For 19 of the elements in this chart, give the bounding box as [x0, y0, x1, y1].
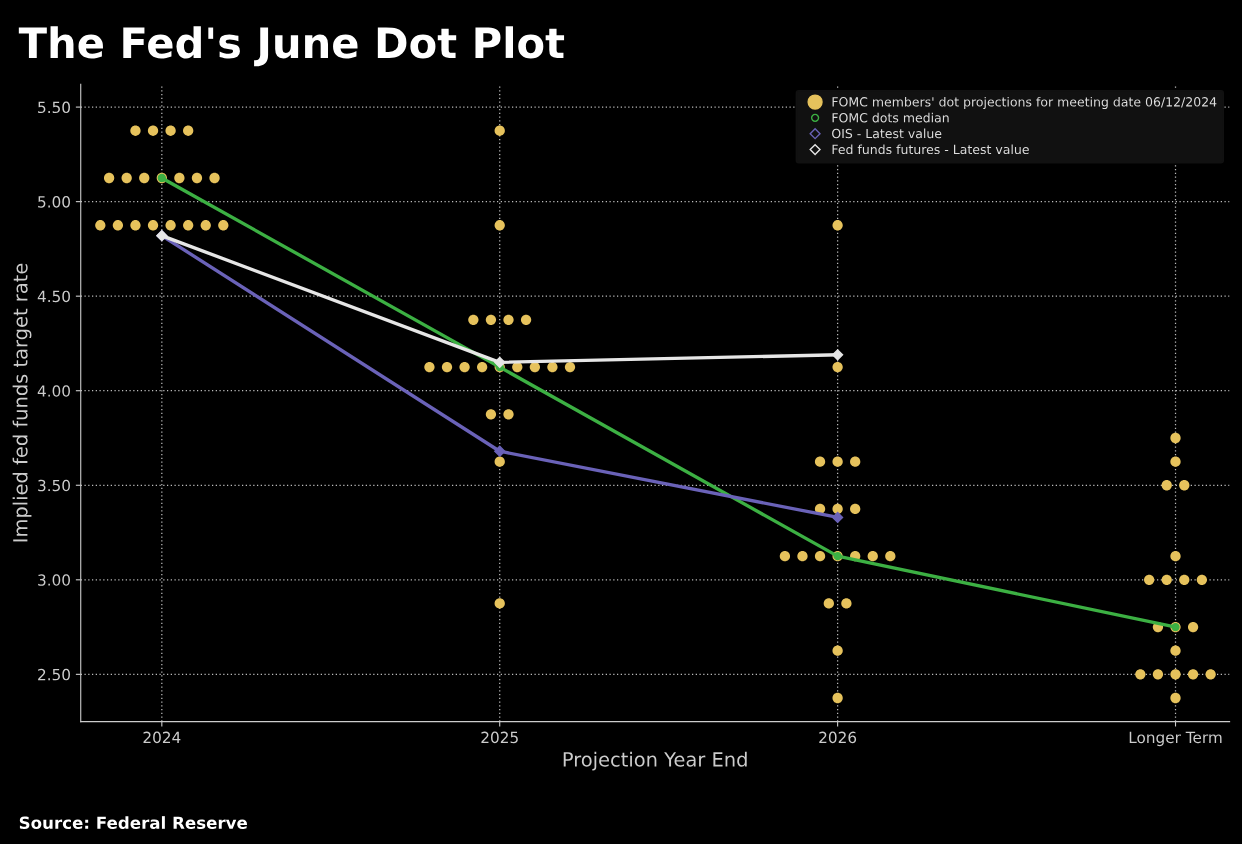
legend-label: FOMC members' dot projections for meeting date 06/12/2024: [832, 96, 1217, 109]
y-tick-label: 3.00: [38, 574, 70, 586]
y-axis-title: Implied fed funds target rate: [12, 263, 32, 542]
x-tick-label: 2026: [819, 731, 857, 744]
chart-title: The Fed's June Dot Plot: [18, 26, 565, 67]
legend-label: Fed funds futures - Latest value: [832, 144, 1029, 155]
y-tick-label: 5.00: [38, 196, 70, 208]
x-tick-label: Longer Term: [1129, 731, 1222, 747]
source-note: Source: Federal Reserve: [19, 816, 247, 830]
y-tick-label: 4.00: [37, 385, 70, 397]
x-tick-label: 2024: [143, 731, 181, 744]
y-tick-label: 2.50: [38, 668, 70, 681]
y-tick-label: 3.50: [38, 479, 70, 492]
y-tick-label: 4.50: [37, 290, 70, 303]
x-axis-title: Projection Year End: [563, 751, 747, 771]
legend-label: FOMC dots median: [832, 112, 949, 123]
y-tick-label: 5.50: [38, 101, 70, 114]
x-tick-label: 2025: [481, 731, 518, 744]
legend-label: OIS - Latest value: [832, 128, 942, 139]
